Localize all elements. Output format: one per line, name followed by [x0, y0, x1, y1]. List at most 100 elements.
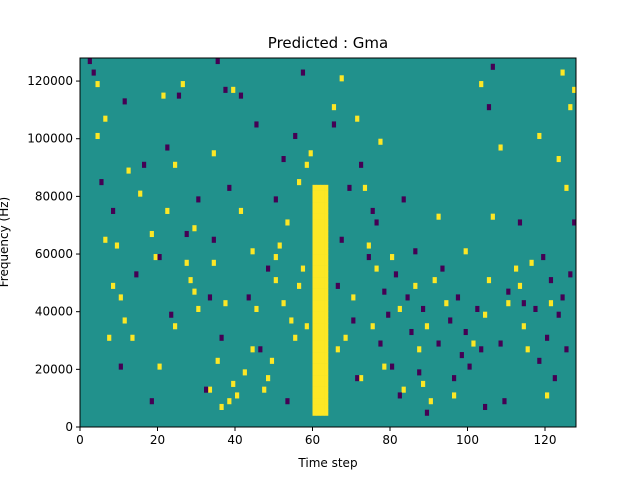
heatmap-cell-high — [242, 369, 247, 376]
heatmap-cell-low — [552, 375, 557, 382]
heatmap-cell-high — [250, 248, 255, 255]
heatmap-cell-low — [335, 282, 340, 289]
y-tick-label: 20000 — [35, 362, 73, 376]
heatmap-cell-high — [324, 328, 329, 336]
heatmap-cell-high — [560, 69, 565, 76]
heatmap-cell-high — [424, 323, 430, 330]
heatmap-cell-high — [273, 254, 278, 261]
heatmap-cell-high — [316, 271, 321, 278]
heatmap-cell-low — [157, 254, 162, 261]
heatmap-cell-high — [320, 288, 325, 295]
heatmap-cell-high — [324, 305, 329, 312]
heatmap-cell-high — [130, 334, 135, 341]
heatmap-cell-high — [521, 323, 526, 330]
heatmap-cell-high — [165, 207, 170, 214]
heatmap-cell-high — [320, 219, 325, 226]
heatmap-cell-high — [122, 317, 127, 324]
heatmap-cell-high — [312, 230, 317, 238]
heatmap-cell-high — [320, 386, 325, 393]
heatmap-cell-high — [324, 398, 329, 405]
heatmap-cell-high — [568, 104, 573, 111]
heatmap-cell-low — [359, 161, 364, 168]
heatmap-cell-high — [324, 323, 329, 330]
heatmap-cell-high — [545, 392, 550, 399]
heatmap-cell-high — [114, 242, 120, 249]
heatmap-cell-high — [312, 248, 317, 255]
heatmap-cell-high — [107, 334, 112, 341]
heatmap-cell-high — [312, 357, 317, 364]
heatmap-cell-high — [320, 282, 325, 289]
heatmap-cell-high — [452, 392, 457, 399]
heatmap-cell-high — [250, 346, 255, 353]
heatmap-cell-high — [103, 236, 108, 243]
heatmap-cell-high — [324, 403, 329, 411]
x-axis-ticks: 0 20 40 60 80 100 120 — [76, 427, 556, 447]
heatmap-cell-high — [324, 219, 329, 226]
heatmap-cell-low — [560, 294, 565, 301]
heatmap-cell-high — [324, 202, 329, 209]
heatmap-cell-high — [324, 213, 329, 220]
heatmap-cell-high — [324, 380, 329, 387]
heatmap-cell-high — [316, 409, 321, 416]
heatmap-cell-low — [564, 346, 569, 353]
heatmap-cell-high — [316, 277, 321, 284]
heatmap-cell-high — [312, 288, 317, 295]
heatmap-cell-low — [91, 69, 96, 76]
plot-area — [79, 57, 577, 428]
heatmap-cell-high — [320, 352, 325, 359]
x-tick-label: 20 — [150, 433, 165, 447]
heatmap-cell-high — [324, 196, 329, 203]
heatmap-cell-high — [312, 346, 317, 353]
heatmap-cell-high — [316, 184, 321, 191]
heatmap-cell-high — [312, 398, 317, 405]
heatmap-cell-high — [231, 380, 236, 387]
heatmap-cell-high — [320, 311, 325, 318]
heatmap-cell-low — [281, 156, 286, 163]
heatmap-cell-low — [541, 254, 546, 261]
heatmap-cell-high — [320, 196, 325, 203]
heatmap-cell-high — [421, 380, 426, 387]
heatmap-cell-low — [440, 265, 445, 272]
heatmap-cell-high — [320, 259, 325, 266]
heatmap-cell-high — [320, 346, 325, 353]
heatmap-cell-high — [324, 300, 329, 307]
heatmap-cell-high — [320, 213, 325, 220]
heatmap-cell-high — [320, 323, 325, 330]
heatmap-cell-high — [324, 190, 329, 197]
heatmap-cell-high — [390, 254, 395, 261]
heatmap-cell-high — [149, 230, 154, 238]
heatmap-cell-low — [405, 294, 410, 301]
heatmap-cell-high — [312, 213, 317, 220]
heatmap-cell-high — [486, 277, 492, 284]
heatmap-cell-high — [188, 277, 193, 284]
heatmap-cell-high — [324, 311, 329, 318]
heatmap-cell-high — [339, 75, 344, 82]
heatmap-cell-high — [378, 138, 383, 145]
heatmap-cell-high — [266, 375, 271, 382]
heatmap-cell-low — [339, 236, 344, 243]
heatmap-cell-high — [324, 409, 329, 416]
heatmap-cell-high — [320, 207, 325, 214]
heatmap-cell-low — [258, 346, 263, 353]
heatmap-cell-low — [370, 207, 375, 214]
heatmap-cell-low — [417, 369, 422, 376]
x-tick-label: 60 — [305, 433, 320, 447]
heatmap-cell-high — [316, 340, 321, 347]
heatmap-cell-high — [529, 259, 534, 266]
heatmap-cell-high — [312, 196, 317, 203]
heatmap-cell-low — [424, 409, 430, 416]
heatmap-cell-high — [316, 352, 321, 359]
heatmap-cell-high — [320, 392, 325, 399]
heatmap-cell-high — [173, 323, 178, 330]
heatmap-cell-low — [452, 375, 457, 382]
heatmap-cell-high — [320, 277, 325, 284]
heatmap-cell-high — [413, 282, 418, 289]
heatmap-cell-low — [537, 357, 542, 364]
heatmap-cell-high — [428, 398, 433, 405]
heatmap-cell-high — [324, 392, 329, 399]
heatmap-cell-high — [320, 242, 325, 249]
heatmap-cell-low — [211, 236, 216, 243]
heatmap-cell-high — [312, 277, 317, 284]
heatmap-cell-low — [355, 375, 360, 382]
heatmap-cell-high — [320, 340, 325, 347]
